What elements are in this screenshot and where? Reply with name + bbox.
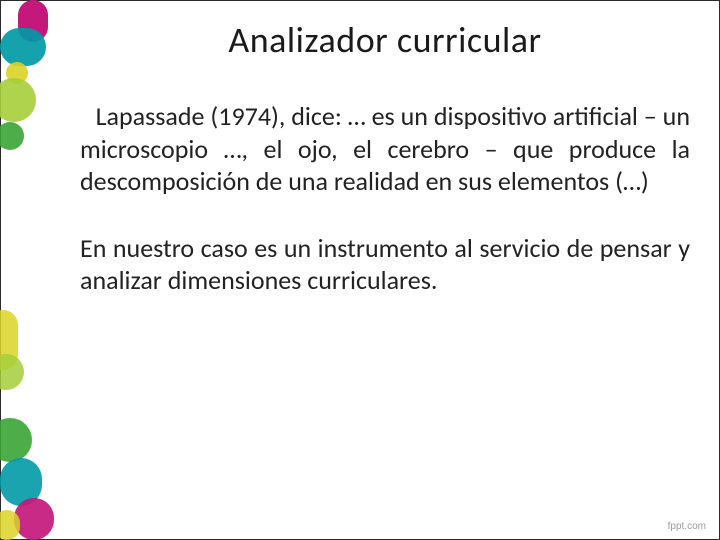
footer-credit: fppt.com — [668, 521, 706, 532]
content-area: Analizador curricular Lapassade (1974), … — [80, 18, 690, 510]
slide: Analizador curricular Lapassade (1974), … — [0, 0, 720, 540]
slide-title: Analizador curricular — [80, 18, 690, 62]
body-paragraph-1: Lapassade (1974), dice: … es un disposit… — [80, 100, 690, 198]
left-decoration — [0, 0, 70, 540]
body-paragraph-2: En nuestro caso es un instrumento al ser… — [80, 232, 690, 297]
